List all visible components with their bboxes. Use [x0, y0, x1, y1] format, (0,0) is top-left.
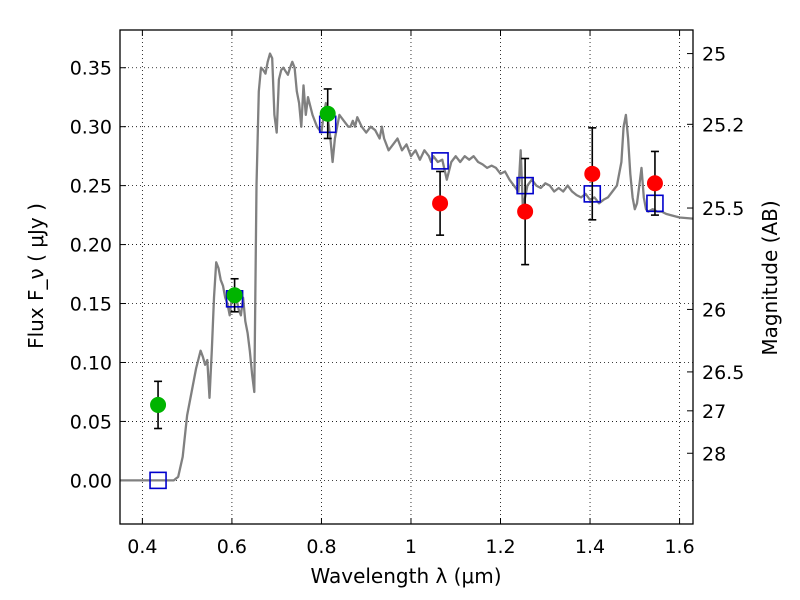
observed_optical-point [226, 287, 243, 304]
tick-labels: 0.4 0.6 0.8 1 1.2 1.4 1.6 0.00 0.05 0.10 0.15 0.20 0… [70, 44, 745, 558]
observed_infrared-points [432, 127, 663, 266]
observed_optical-points [150, 88, 336, 430]
right-tick-label: 28 [702, 443, 726, 465]
right-tick-label: 26.5 [702, 362, 744, 384]
right-tick-label: 25.2 [702, 114, 744, 136]
y-tick-label: 0.10 [70, 352, 112, 374]
x-axis-label: Wavelength λ (μm) [310, 564, 501, 588]
x-tick-label: 1 [405, 536, 417, 558]
x-tick-label: 0.6 [217, 536, 247, 558]
observed_optical-point [319, 105, 336, 122]
y-tick-label: 0.15 [70, 294, 112, 316]
right-tick-label: 25.5 [702, 198, 744, 220]
observed_infrared-point [584, 165, 601, 182]
x-tick-label: 1.2 [485, 536, 515, 558]
right-axis-label: Magnitude (AB) [758, 200, 782, 355]
data-series [120, 52, 694, 490]
tick-marks [120, 30, 693, 524]
right-tick-label: 26 [702, 299, 726, 321]
grid-lines [120, 30, 693, 524]
y-axis-label: Flux F_ν ( μJy ) [24, 203, 48, 349]
y-tick-label: 0.20 [70, 235, 112, 257]
y-tick-label: 0.30 [70, 117, 112, 139]
y-tick-label: 0.35 [70, 58, 112, 80]
observed_infrared-point [646, 175, 663, 192]
x-tick-label: 0.8 [306, 536, 336, 558]
observed_optical-point [150, 396, 167, 413]
y-tick-label: 0.25 [70, 176, 112, 198]
observed_infrared-point [517, 203, 534, 220]
y-tick-label: 0.00 [70, 470, 112, 492]
model-photometry-square [149, 471, 167, 490]
plot-frame [119, 29, 694, 525]
right-tick-label: 25 [702, 44, 726, 66]
observed_infrared-point [432, 195, 449, 212]
x-tick-label: 1.6 [664, 536, 694, 558]
right-tick-label: 27 [702, 401, 726, 423]
model-photometry-square [431, 152, 449, 170]
y-tick-label: 0.05 [70, 411, 112, 433]
model-spectrum-line [120, 52, 694, 482]
x-tick-label: 1.4 [575, 536, 605, 558]
x-tick-label: 0.4 [127, 536, 157, 558]
